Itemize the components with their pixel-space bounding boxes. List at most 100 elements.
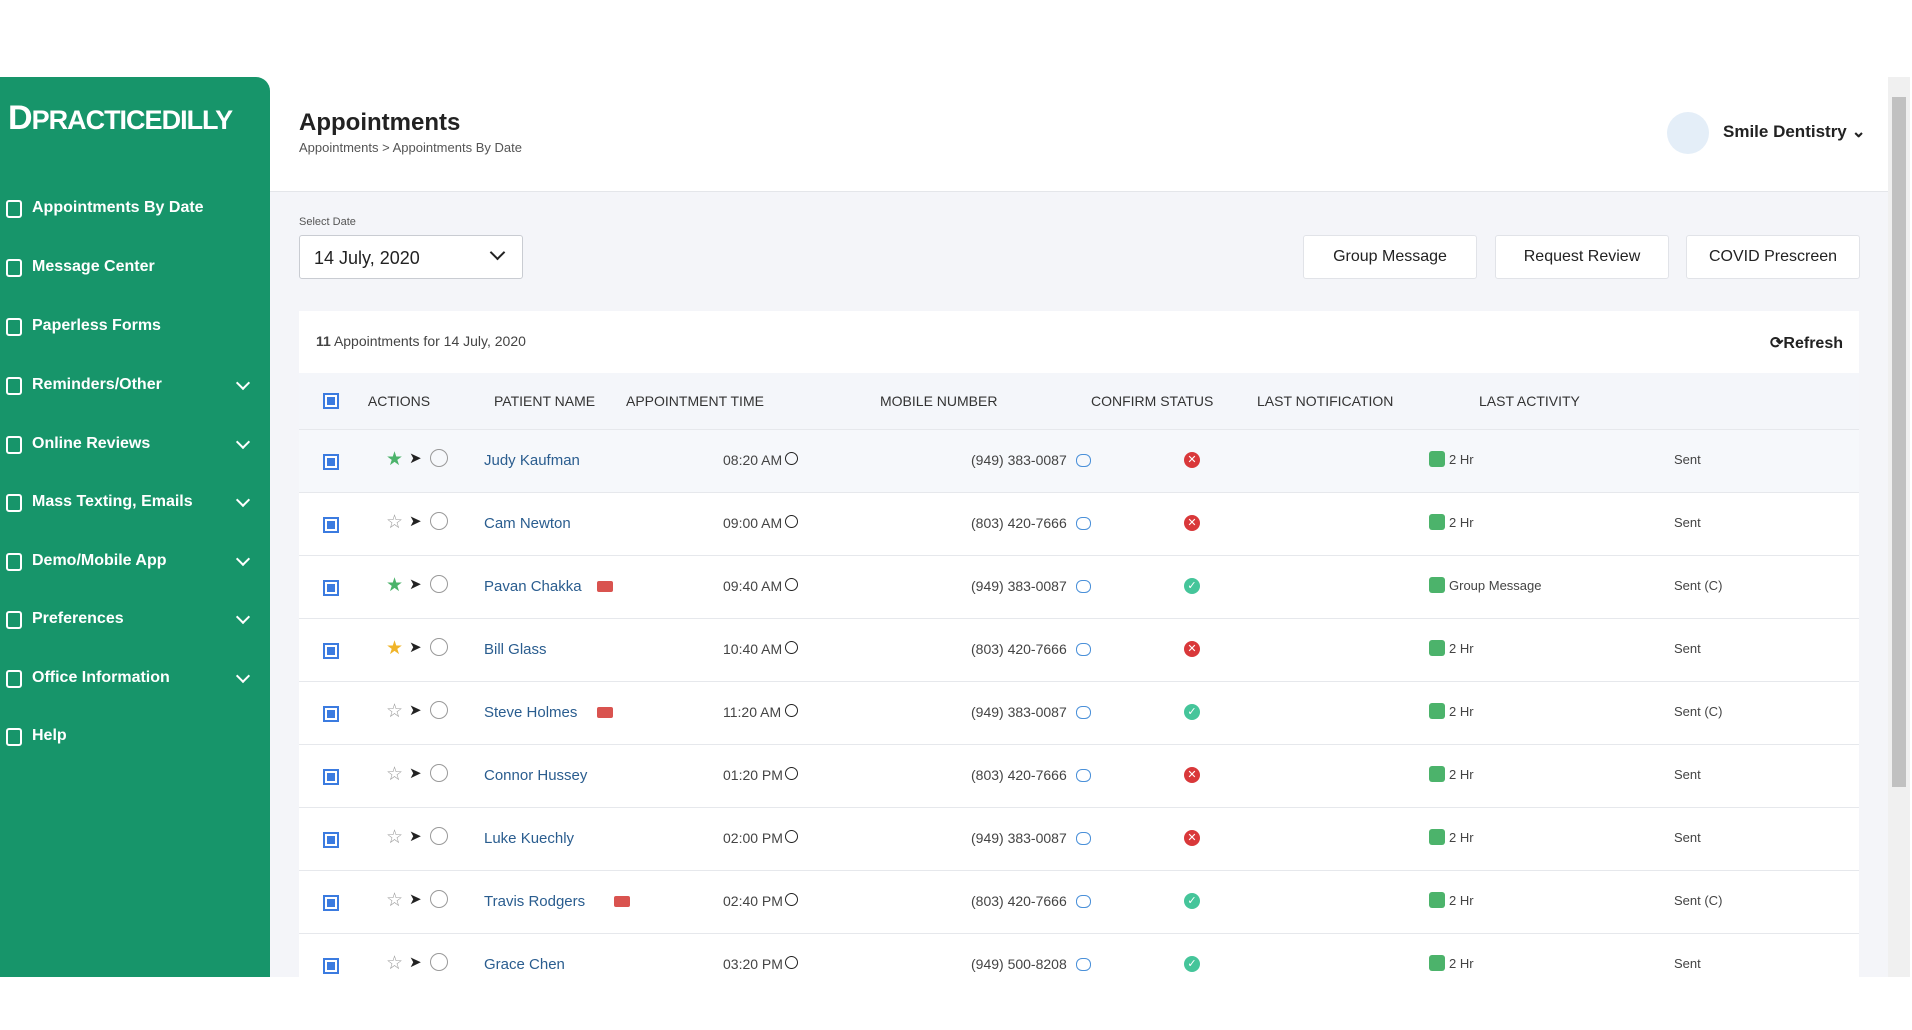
select-all[interactable] — [323, 393, 339, 409]
face-icon[interactable] — [430, 449, 448, 467]
confirm-status: ✕ — [1184, 767, 1200, 783]
sidebar: DPRACTICEDILLY Appointments By Date Messa… — [0, 77, 270, 977]
chat-icon[interactable] — [1076, 643, 1091, 656]
last-activity: Sent (C) — [1674, 578, 1723, 593]
face-icon[interactable] — [430, 764, 448, 782]
nav-item[interactable]: Message Center — [32, 258, 155, 275]
patient-name[interactable]: Luke Kuechly — [484, 830, 575, 847]
nav-chevron — [235, 434, 251, 450]
nav-chevron — [235, 609, 251, 625]
count-text: Appointments for 14 July, 2020 — [333, 333, 526, 349]
group-message-button[interactable]: Group Message — [1303, 235, 1477, 279]
column-header: ACTIONS — [367, 393, 431, 409]
nav-item[interactable]: Reminders/Other — [32, 376, 162, 393]
chat-icon[interactable] — [1076, 517, 1091, 530]
date-label: Select Date — [299, 216, 356, 228]
clock-icon — [785, 515, 798, 528]
patient-name[interactable]: Cam Newton — [484, 515, 571, 532]
appointment-time: 09:40 AM — [723, 578, 783, 594]
chat-icon[interactable] — [1076, 958, 1091, 971]
table-row: ☆ ➤ Cam Newton 09:00 AM (803) 420-7666 ✕ 2 Hr S… — [299, 492, 1859, 556]
face-icon[interactable] — [430, 827, 448, 845]
chat-icon[interactable] — [1076, 454, 1091, 467]
face-icon[interactable] — [430, 890, 448, 908]
nav-item[interactable]: Paperless Forms — [32, 317, 161, 334]
table-row: ★ ➤ Bill Glass 10:40 AM (803) 420-7666 ✕ 2 Hr S… — [299, 618, 1859, 682]
patient-name[interactable]: Steve Holmes — [484, 704, 578, 721]
chat-icon[interactable] — [1076, 769, 1091, 782]
last-notification: 2 Hr — [1449, 641, 1474, 656]
patient-name[interactable]: Grace Chen — [484, 956, 565, 973]
face-icon[interactable] — [430, 575, 448, 593]
patient-name[interactable]: Judy Kaufman — [484, 452, 580, 469]
face-icon[interactable] — [430, 638, 448, 656]
row-checkbox[interactable] — [323, 706, 339, 722]
nav-item[interactable]: Demo/Mobile App — [32, 552, 167, 569]
face-icon[interactable] — [430, 953, 448, 971]
row-checkbox[interactable] — [323, 580, 339, 596]
patient-name[interactable]: Bill Glass — [484, 641, 547, 658]
nav-item[interactable]: Mass Texting, Emails — [32, 493, 193, 510]
refresh-button[interactable]: ⟳Refresh — [1770, 335, 1843, 352]
send-icon: ➤ — [409, 576, 422, 593]
send-icon: ➤ — [409, 639, 422, 656]
chat-icon[interactable] — [1076, 706, 1091, 719]
mobile-number: (803) 420-7666 — [971, 641, 1067, 657]
table-row: ★ ➤ Judy Kaufman 08:20 AM (949) 383-0087 ✕ 2 H… — [299, 429, 1859, 493]
column-header: LAST ACTIVITY — [1479, 393, 1580, 409]
send-icon: ➤ — [409, 513, 422, 530]
chat-icon[interactable] — [1076, 895, 1091, 908]
face-icon[interactable] — [430, 701, 448, 719]
face-icon[interactable] — [430, 512, 448, 530]
nav-icon — [6, 494, 22, 512]
mobile-number: (803) 420-7666 — [971, 767, 1067, 783]
patient-name[interactable]: Connor Hussey — [484, 767, 588, 784]
last-notification: Group Message — [1449, 578, 1542, 593]
patient-name[interactable]: Pavan Chakka — [484, 578, 582, 595]
row-checkbox[interactable] — [323, 643, 339, 659]
column-header: PATIENT NAME — [494, 393, 596, 409]
patient-name[interactable]: Travis Rodgers — [484, 893, 586, 910]
scroll-thumb[interactable] — [1892, 97, 1906, 787]
nav-icon — [6, 200, 22, 218]
nav-chevron — [235, 551, 251, 567]
last-activity: Sent — [1674, 515, 1701, 530]
star: ☆ — [386, 953, 404, 974]
covid-button[interactable]: COVID Prescreen — [1686, 235, 1860, 279]
confirm-status: ✓ — [1184, 704, 1200, 720]
nav-chevron — [235, 375, 251, 391]
user-menu[interactable]: Smile Dentistry ⌄ — [1723, 122, 1866, 141]
nav-item[interactable]: Office Information — [32, 669, 170, 686]
last-activity: Sent (C) — [1674, 893, 1723, 908]
notification-icon — [1429, 766, 1445, 782]
appointment-time: 11:20 AM — [723, 704, 782, 720]
row-checkbox[interactable] — [323, 895, 339, 911]
scrollbar[interactable] — [1888, 77, 1910, 977]
nav-icon — [6, 611, 22, 629]
nav-chevron — [235, 668, 251, 684]
date-select[interactable]: 14 July, 2020 — [299, 235, 523, 279]
chat-icon[interactable] — [1076, 580, 1091, 593]
confirm-status: ✕ — [1184, 452, 1200, 468]
last-activity: Sent — [1674, 830, 1701, 845]
row-checkbox[interactable] — [323, 832, 339, 848]
star: ☆ — [386, 890, 404, 911]
request-review-button[interactable]: Request Review — [1495, 235, 1669, 279]
row-checkbox[interactable] — [323, 769, 339, 785]
row-checkbox[interactable] — [323, 517, 339, 533]
star: ☆ — [386, 827, 404, 848]
nav-icon — [6, 436, 22, 454]
appointment-time: 09:00 AM — [723, 515, 783, 531]
star: ★ — [386, 449, 404, 470]
row-checkbox[interactable] — [323, 454, 339, 470]
nav-item[interactable]: Preferences — [32, 610, 124, 627]
last-notification: 2 Hr — [1449, 767, 1474, 782]
nav-item[interactable]: Appointments By Date — [32, 199, 204, 216]
clock-icon — [785, 767, 798, 780]
chat-icon[interactable] — [1076, 832, 1091, 845]
row-checkbox[interactable] — [323, 958, 339, 974]
nav-item[interactable]: Help — [32, 727, 67, 744]
table-row: ☆ ➤ Steve Holmes 11:20 AM (949) 383-0087 ✓ 2 H… — [299, 681, 1859, 745]
breadcrumb: Appointments > Appointments By Date — [299, 140, 522, 155]
nav-item[interactable]: Online Reviews — [32, 435, 151, 452]
